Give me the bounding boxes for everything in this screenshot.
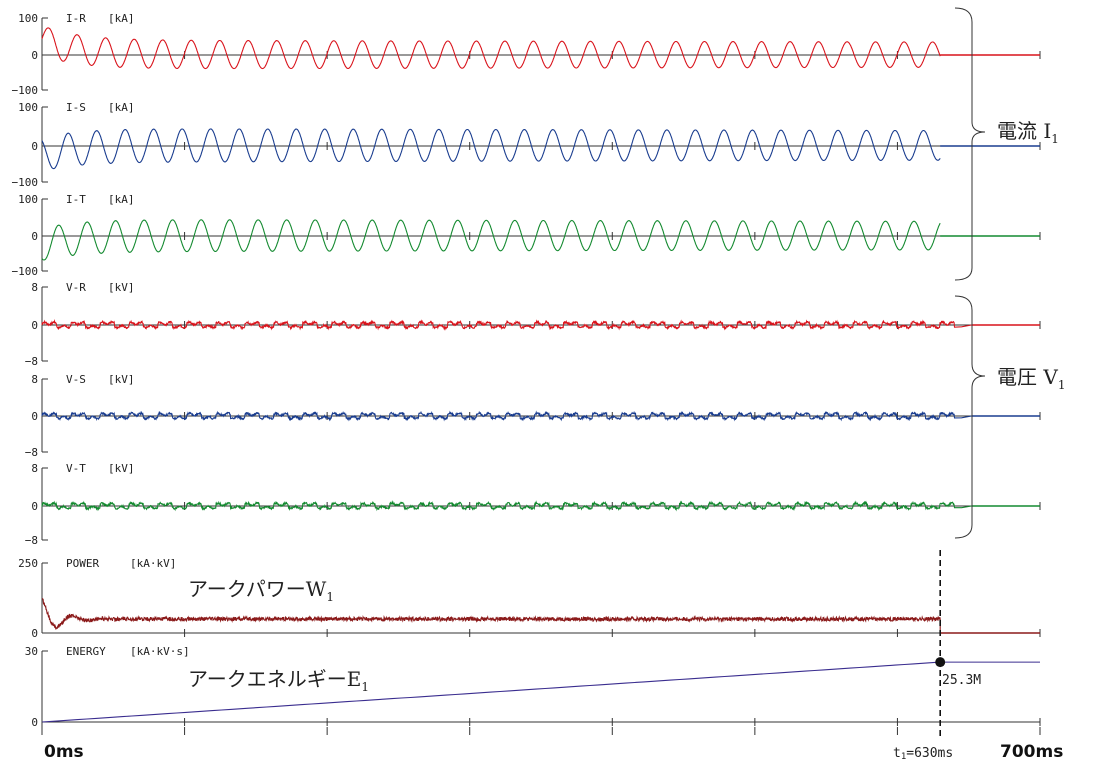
panel-name-vr: V-R	[66, 281, 86, 294]
energy-final-point	[935, 657, 946, 668]
series-line-is	[41, 128, 941, 170]
y-tick-label-it: 0	[31, 230, 38, 243]
y-tick-label-is: 0	[31, 140, 38, 153]
marker-time-label: t1=630ms	[893, 746, 953, 762]
y-tick-label-power: 250	[18, 557, 38, 570]
panel-unit-energy: [kA·kV·s]	[130, 645, 190, 658]
y-tick-label-vs: 8	[31, 373, 38, 386]
panel-name-it: I-T	[66, 193, 86, 206]
panel-unit-vt: [kV]	[108, 462, 135, 475]
current-brace	[954, 7, 986, 281]
y-tick-label-it: −100	[12, 265, 39, 278]
panel-unit-it: [kA]	[108, 193, 135, 206]
y-tick-label-it: 100	[18, 193, 38, 206]
series-line-vs	[41, 410, 972, 422]
y-tick-label-is: −100	[12, 176, 39, 189]
panel-ir: 100 0 −100 I-R [kA]	[12, 12, 1041, 97]
voltage-group-label: 電圧 V1	[997, 365, 1065, 392]
panel-is: 100 0 −100 I-S [kA]	[12, 101, 1041, 189]
y-tick-label-ir: 100	[18, 12, 38, 25]
x-axis	[41, 722, 1041, 735]
series-line-ir	[41, 27, 941, 70]
y-tick-label-vt: −8	[25, 534, 38, 547]
panel-vt: 8 0 −8 V-T [kV]	[25, 462, 1041, 547]
y-tick-label-ir: 0	[31, 49, 38, 62]
panel-energy: 30 0 ENERGY [kA·kV·s]	[25, 645, 1041, 729]
panel-unit-ir: [kA]	[108, 12, 135, 25]
y-tick-label-vs: −8	[25, 446, 38, 459]
panel-vs: 8 0 −8 V-S [kV]	[25, 373, 1041, 459]
panel-unit-vr: [kV]	[108, 281, 135, 294]
series-line-vt	[41, 500, 972, 512]
energy-final-value: 25.3M	[942, 673, 981, 688]
y-tick-label-power: 0	[31, 627, 38, 640]
panel-unit-vs: [kV]	[108, 373, 135, 386]
x-start-label: 0ms	[44, 742, 84, 762]
panel-name-energy: ENERGY	[66, 645, 106, 658]
series-line-it	[41, 219, 941, 261]
series-line-energy	[41, 661, 941, 723]
panel-name-vs: V-S	[66, 373, 86, 386]
panels-layer: 100 0 −100 I-R [kA] 100 0 −100 I-S [kA] 100 0 −100 I-…	[12, 12, 1041, 735]
y-tick-label-vs: 0	[31, 410, 38, 423]
y-tick-label-vt: 8	[31, 462, 38, 475]
panel-power: 250 0 POWER [kA·kV]	[18, 557, 1041, 640]
y-tick-label-vr: −8	[25, 355, 38, 368]
power-series-label: アークパワーW1	[188, 577, 334, 604]
annotations-layer: 電流 I1 電圧 V1 アークパワーW1 アークエネルギーE1 0ms 700m…	[44, 7, 1065, 762]
energy-series-label: アークエネルギーE1	[188, 667, 369, 694]
panel-name-power: POWER	[66, 557, 99, 570]
current-group-label: 電流 I1	[997, 119, 1059, 146]
x-end-label: 700ms	[1000, 742, 1063, 762]
y-tick-label-energy: 30	[25, 645, 38, 658]
panel-name-ir: I-R	[66, 12, 86, 25]
panel-vr: 8 0 −8 V-R [kV]	[25, 281, 1041, 368]
y-tick-label-vt: 0	[31, 500, 38, 513]
y-tick-label-vr: 8	[31, 281, 38, 294]
y-tick-label-energy: 0	[31, 716, 38, 729]
panel-unit-is: [kA]	[108, 101, 135, 114]
y-tick-label-is: 100	[18, 101, 38, 114]
series-line-power	[42, 598, 941, 633]
panel-name-is: I-S	[66, 101, 86, 114]
panel-name-vt: V-T	[66, 462, 86, 475]
y-tick-label-vr: 0	[31, 319, 38, 332]
voltage-brace	[954, 295, 986, 539]
panel-it: 100 0 −100 I-T [kA]	[12, 193, 1041, 278]
panel-unit-power: [kA·kV]	[130, 557, 176, 570]
series-line-vr	[41, 319, 972, 331]
y-tick-label-ir: −100	[12, 84, 39, 97]
